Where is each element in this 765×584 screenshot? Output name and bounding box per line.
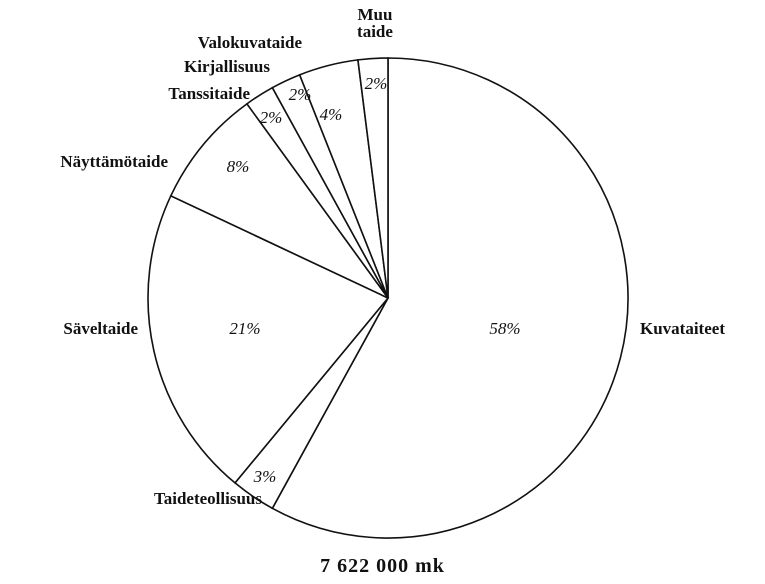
category-label: Taideteollisuus bbox=[154, 489, 262, 508]
category-label: Kirjallisuus bbox=[184, 57, 270, 76]
category-label: Kuvataiteet bbox=[640, 319, 725, 338]
value-label: 2% bbox=[289, 85, 312, 104]
category-label: Näyttämötaide bbox=[60, 152, 168, 171]
category-label: Säveltaide bbox=[63, 319, 138, 338]
value-label: 8% bbox=[227, 157, 250, 176]
pie-slice bbox=[271, 57, 629, 539]
value-label: 4% bbox=[320, 105, 343, 124]
pie-slice bbox=[169, 102, 389, 299]
value-label: 2% bbox=[260, 108, 283, 127]
category-label: Tanssitaide bbox=[168, 84, 250, 103]
value-label: 3% bbox=[253, 467, 277, 486]
chart-subtitle: 7 622 000 mk bbox=[320, 555, 445, 577]
pie-slice bbox=[357, 57, 389, 299]
pie-slice bbox=[147, 194, 390, 485]
value-label: 58% bbox=[489, 319, 520, 338]
value-label: 2% bbox=[365, 74, 388, 93]
category-label: Muu taide bbox=[357, 5, 393, 41]
value-label: 21% bbox=[229, 319, 260, 338]
category-label: Valokuvataide bbox=[198, 33, 303, 52]
